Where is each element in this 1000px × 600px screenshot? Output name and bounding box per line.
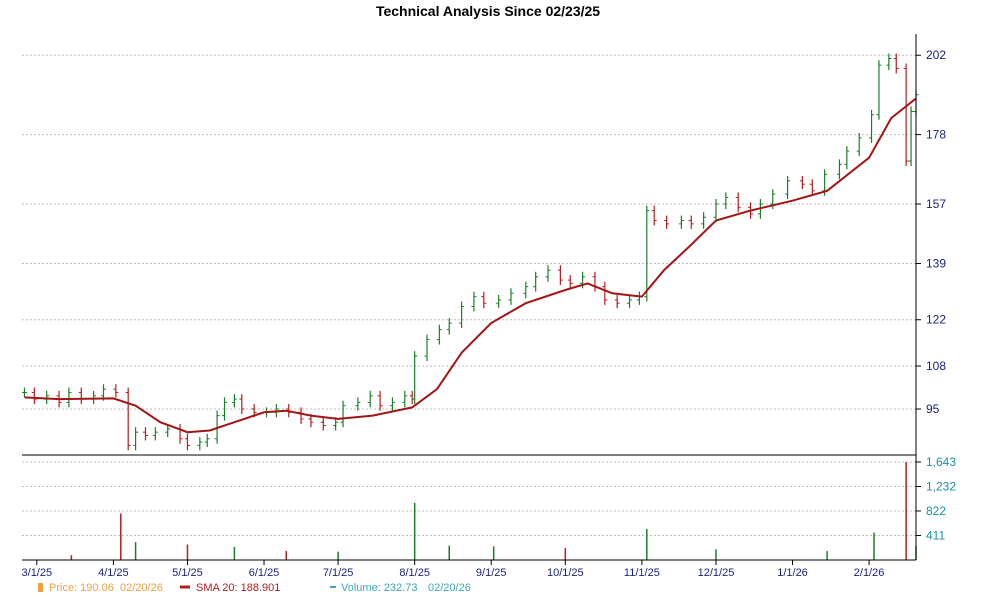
x-tick-label: 5/1/25 xyxy=(172,567,203,579)
price-bars xyxy=(21,53,919,451)
x-tick-label: 7/1/25 xyxy=(323,567,354,579)
price-tick-label: 95 xyxy=(926,402,940,416)
price-tick-label: 157 xyxy=(926,197,946,211)
sma-line xyxy=(24,97,917,434)
price-axis: 95 108 122 139 157 178 202 xyxy=(916,48,946,416)
x-tick-label: 2/1/26 xyxy=(854,567,885,579)
x-tick-label: 8/1/25 xyxy=(399,567,430,579)
price-tick-label: 108 xyxy=(926,359,946,373)
legend-price-swatch xyxy=(38,583,43,592)
x-axis: 3/1/25 4/1/25 5/1/25 6/1/25 7/1/25 8/1/25 9/1/… xyxy=(22,560,885,579)
x-tick-label: 1/1/26 xyxy=(777,567,808,579)
legend-volume-date: 02/20/26 xyxy=(428,582,471,594)
volume-tick-label: 822 xyxy=(926,504,946,518)
legend-price-date: 02/20/26 xyxy=(120,582,163,594)
legend: Price: 190.06 02/20/26 SMA 20: 188.901 V… xyxy=(38,582,471,594)
price-tick-label: 202 xyxy=(926,48,946,62)
x-tick-label: 9/1/25 xyxy=(476,567,507,579)
x-tick-label: 12/1/25 xyxy=(698,567,735,579)
price-tick-label: 122 xyxy=(926,313,946,327)
x-tick-label: 4/1/25 xyxy=(98,567,129,579)
grid xyxy=(22,54,916,536)
price-tick-label: 178 xyxy=(926,128,946,142)
x-tick-label: 3/1/25 xyxy=(22,567,53,579)
frame xyxy=(22,34,917,561)
volume-tick-label: 1,643 xyxy=(926,455,956,469)
legend-sma-label: SMA 20: 188.901 xyxy=(196,582,280,594)
volume-tick-label: 411 xyxy=(926,528,945,542)
chart-title: Technical Analysis Since 02/23/25 xyxy=(376,3,600,19)
x-tick-label: 11/1/25 xyxy=(624,567,660,579)
x-tick-label: 10/1/25 xyxy=(547,567,584,579)
x-tick-label: 6/1/25 xyxy=(249,567,280,579)
legend-volume-label: Volume: 232.73 xyxy=(341,582,417,594)
legend-price-label: Price: 190.06 xyxy=(49,582,114,594)
volume-axis: 411 822 1,232 1,643 xyxy=(916,455,956,542)
volume-tick-label: 1,232 xyxy=(926,480,956,494)
price-tick-label: 139 xyxy=(926,257,946,271)
